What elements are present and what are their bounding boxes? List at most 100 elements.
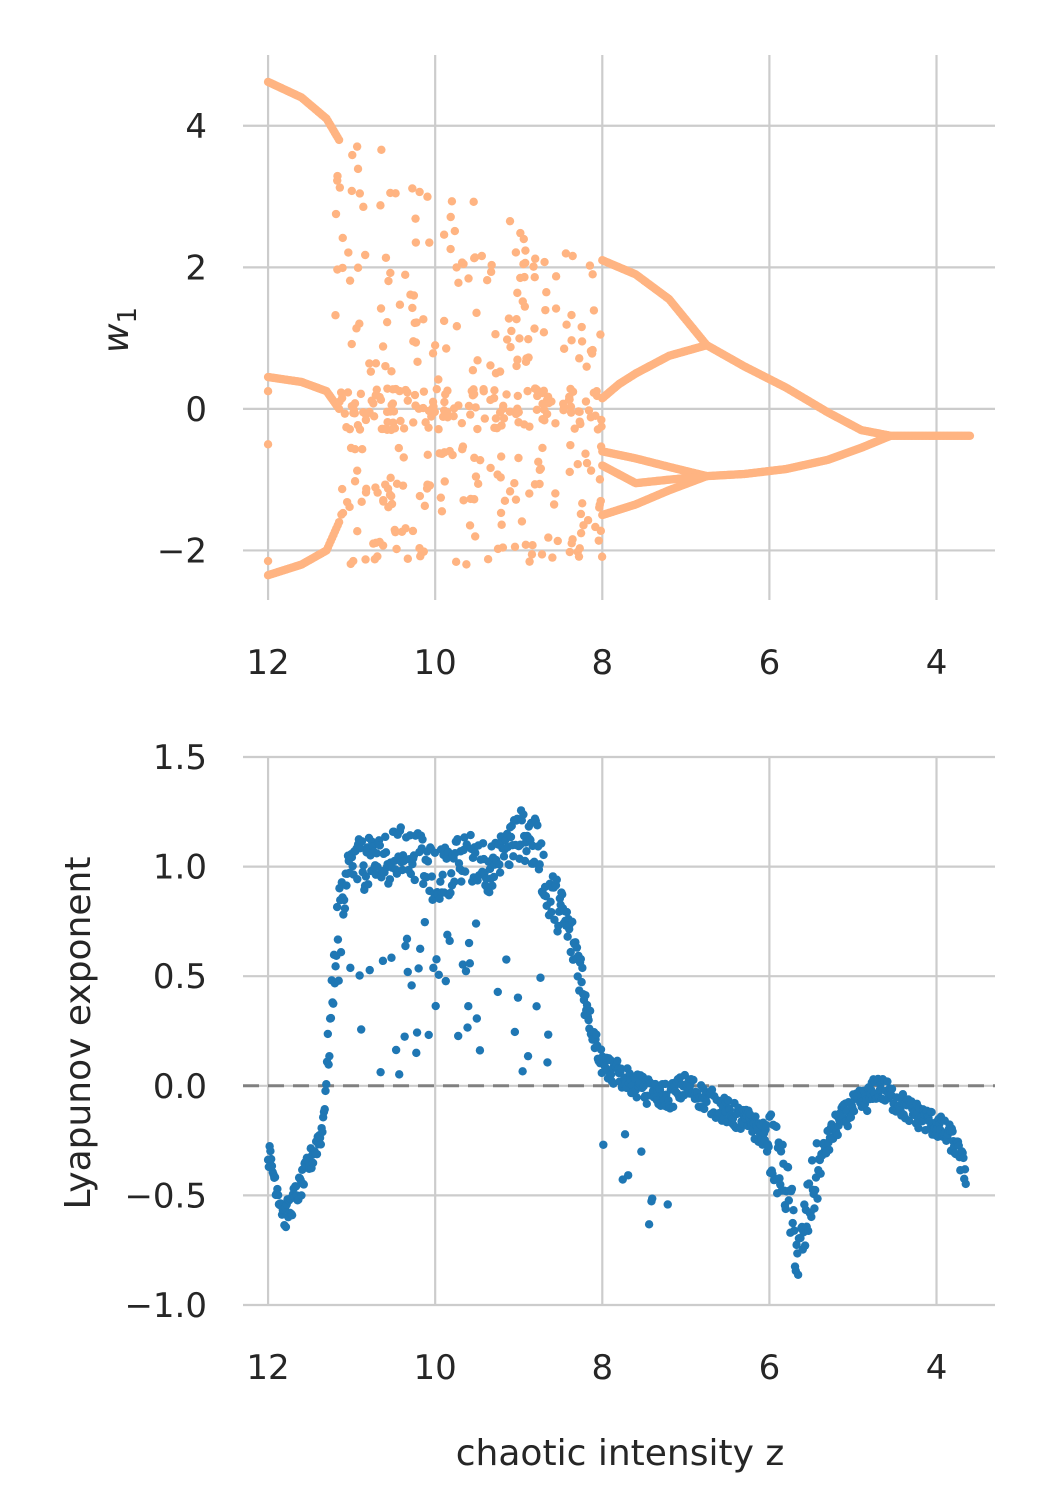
bifurcation-point (331, 311, 340, 320)
lyapunov-point (475, 1046, 485, 1055)
bifurcation-point (340, 409, 350, 418)
bifurcation-point (434, 375, 443, 384)
lyapunov-point (807, 1156, 817, 1165)
bifurcation-point (597, 415, 606, 425)
bifurcation-point (338, 263, 347, 273)
bifurcation-point (496, 452, 506, 461)
bifurcation-point (377, 145, 386, 154)
lyapunov-point (781, 1204, 790, 1214)
bifurcation-point (576, 509, 586, 519)
bifurcation-point (567, 310, 576, 320)
bifurcation-point (386, 473, 395, 483)
lyapunov-point (403, 967, 412, 977)
lyapunov-point (543, 1058, 552, 1067)
lyapunov-point (267, 1161, 277, 1171)
bifurcation-point (551, 272, 561, 281)
bifurcation-point (390, 525, 399, 535)
bifurcation-point (581, 449, 590, 458)
lyapunov-point (401, 941, 410, 951)
lyapunov-point (577, 977, 586, 987)
bifurcation-point (387, 367, 396, 376)
bifurcation-x-tick-labels: 12 10 8 6 4 (246, 643, 947, 683)
bifurcation-point (466, 494, 475, 504)
bifurcation-point (464, 401, 474, 411)
lyapunov-point (361, 872, 371, 881)
lyapunov-point (810, 1185, 820, 1195)
lyapunov-point (436, 877, 445, 886)
bifurcation-point (343, 388, 353, 397)
bifurcation-point (596, 442, 606, 451)
bifurcation-point (541, 305, 550, 315)
bifurcation-point (506, 342, 515, 352)
bifurcation-point (344, 248, 353, 257)
bifurcation-point (537, 550, 547, 559)
lyapunov-point (959, 1153, 968, 1163)
bifurcation-point (417, 548, 426, 558)
bifurcation-point (370, 555, 379, 564)
bifurcation-point (350, 477, 360, 486)
lyapunov-point (557, 890, 567, 899)
lyapunov-point (318, 1127, 327, 1137)
bifurcation-point (510, 542, 520, 552)
bifurcation-point (510, 479, 519, 488)
bifurcation-point (500, 496, 510, 506)
bifurcation-point (585, 261, 595, 270)
bifurcation-point (375, 537, 384, 547)
lyapunov-point (513, 993, 523, 1002)
lyapunov-point (407, 981, 416, 990)
lyapunov-point (532, 1002, 541, 1011)
bifurcation-point (408, 184, 417, 193)
bifurcation-point (576, 419, 585, 429)
bifurcation-point (428, 397, 438, 407)
bifurcation-point (355, 189, 365, 198)
bifurcation-point (498, 543, 508, 552)
bifurcation-point (346, 443, 356, 453)
lyapunov-point (784, 1196, 794, 1205)
bifurcation-point (521, 258, 530, 268)
bifurcation-point (578, 499, 587, 508)
lyapunov-point (843, 1122, 852, 1131)
bifurcation-point (383, 484, 393, 493)
lyapunov-y-tick-label: 0.5 (153, 957, 207, 997)
bifurcation-point (353, 263, 363, 272)
lyapunov-point (322, 1080, 331, 1089)
lyapunov-y-axis-label: Lyapunov exponent (58, 857, 99, 1210)
bifurcation-point (529, 262, 538, 271)
lyapunov-point (751, 1112, 760, 1121)
bifurcation-point (452, 322, 462, 331)
lyapunov-point (325, 1051, 334, 1061)
bifurcation-point (570, 424, 579, 433)
bifurcation-point (353, 527, 362, 536)
bifurcation-point (702, 340, 711, 350)
bifurcation-point (525, 422, 534, 431)
bifurcation-point (350, 409, 360, 418)
lyapunov-x-axis-label: chaotic intensity z (456, 1433, 784, 1474)
bifurcation-point (582, 458, 592, 468)
bifurcation-point (401, 524, 410, 533)
bifurcation-point (342, 423, 351, 432)
bifurcation-point (384, 276, 393, 286)
lyapunov-point (395, 1070, 404, 1079)
bifurcation-point (445, 446, 454, 456)
bifurcation-point (539, 386, 549, 396)
lyapunov-point (336, 948, 346, 957)
lyapunov-point (800, 1241, 810, 1250)
lyapunov-point (387, 953, 396, 962)
bifurcation-point (371, 359, 381, 368)
bifurcation-point (425, 481, 435, 490)
bifurcation-point (403, 388, 412, 397)
lyapunov-point (432, 955, 441, 964)
bifurcation-point (381, 361, 390, 371)
bifurcation-point (439, 406, 449, 415)
bifurcation-point (357, 497, 366, 507)
lyapunov-point (434, 970, 444, 980)
bifurcation-point (381, 253, 391, 262)
lyapunov-x-tick-labels: 12 10 8 6 4 (246, 1348, 947, 1388)
lyapunov-point (340, 904, 350, 913)
bifurcation-point (586, 346, 596, 356)
lyapunov-point (485, 888, 494, 897)
lyapunov-point (623, 1171, 633, 1180)
lyapunov-y-tick-label: −1.0 (124, 1286, 207, 1326)
bifurcation-point (530, 272, 539, 282)
bifurcation-point (566, 440, 575, 450)
